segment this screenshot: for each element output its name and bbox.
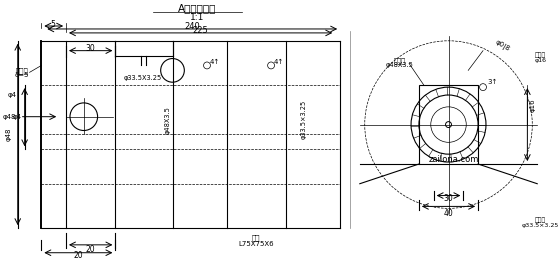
Text: φ0|8: φ0|8 (494, 39, 511, 53)
Text: 门焊缝: 门焊缝 (535, 53, 546, 58)
Text: 40: 40 (444, 209, 454, 218)
Text: φ48: φ48 (3, 114, 17, 120)
Text: φ16: φ16 (534, 58, 546, 63)
Text: δ=5: δ=5 (15, 72, 29, 78)
Text: A向（旋转）: A向（旋转） (178, 3, 216, 13)
Text: 角钢: 角钢 (252, 235, 260, 241)
Text: 1:1: 1:1 (190, 13, 204, 22)
Text: φ4: φ4 (12, 114, 21, 120)
Text: φ4: φ4 (7, 92, 16, 98)
Text: φ33.5X3.25: φ33.5X3.25 (124, 75, 162, 81)
Text: 门焊缝: 门焊缝 (393, 57, 405, 64)
Text: 240: 240 (184, 22, 200, 32)
Bar (419, 85, 478, 164)
Text: φ33.5×3.25: φ33.5×3.25 (301, 100, 307, 139)
Text: 30: 30 (444, 194, 454, 203)
Text: 门焊缝: 门焊缝 (535, 217, 546, 223)
Text: φ48X3.5: φ48X3.5 (385, 62, 413, 68)
Text: 225: 225 (192, 26, 208, 35)
Text: φ33.5×3.25: φ33.5×3.25 (521, 223, 559, 228)
Text: 20: 20 (73, 251, 83, 260)
Text: L75X75X6: L75X75X6 (239, 241, 274, 247)
Text: φ48X3.5: φ48X3.5 (165, 106, 171, 134)
Text: 4↑: 4↑ (210, 60, 220, 66)
Text: 5: 5 (51, 20, 55, 28)
Text: φ16: φ16 (529, 98, 535, 112)
Text: 4↑: 4↑ (274, 60, 284, 66)
Text: 30: 30 (86, 44, 96, 53)
Text: φ48: φ48 (6, 128, 12, 141)
Text: 3↑: 3↑ (488, 79, 498, 85)
Text: 门焊缝: 门焊缝 (15, 67, 28, 74)
Text: 20: 20 (86, 245, 96, 254)
Text: zailona.com: zailona.com (428, 155, 479, 164)
